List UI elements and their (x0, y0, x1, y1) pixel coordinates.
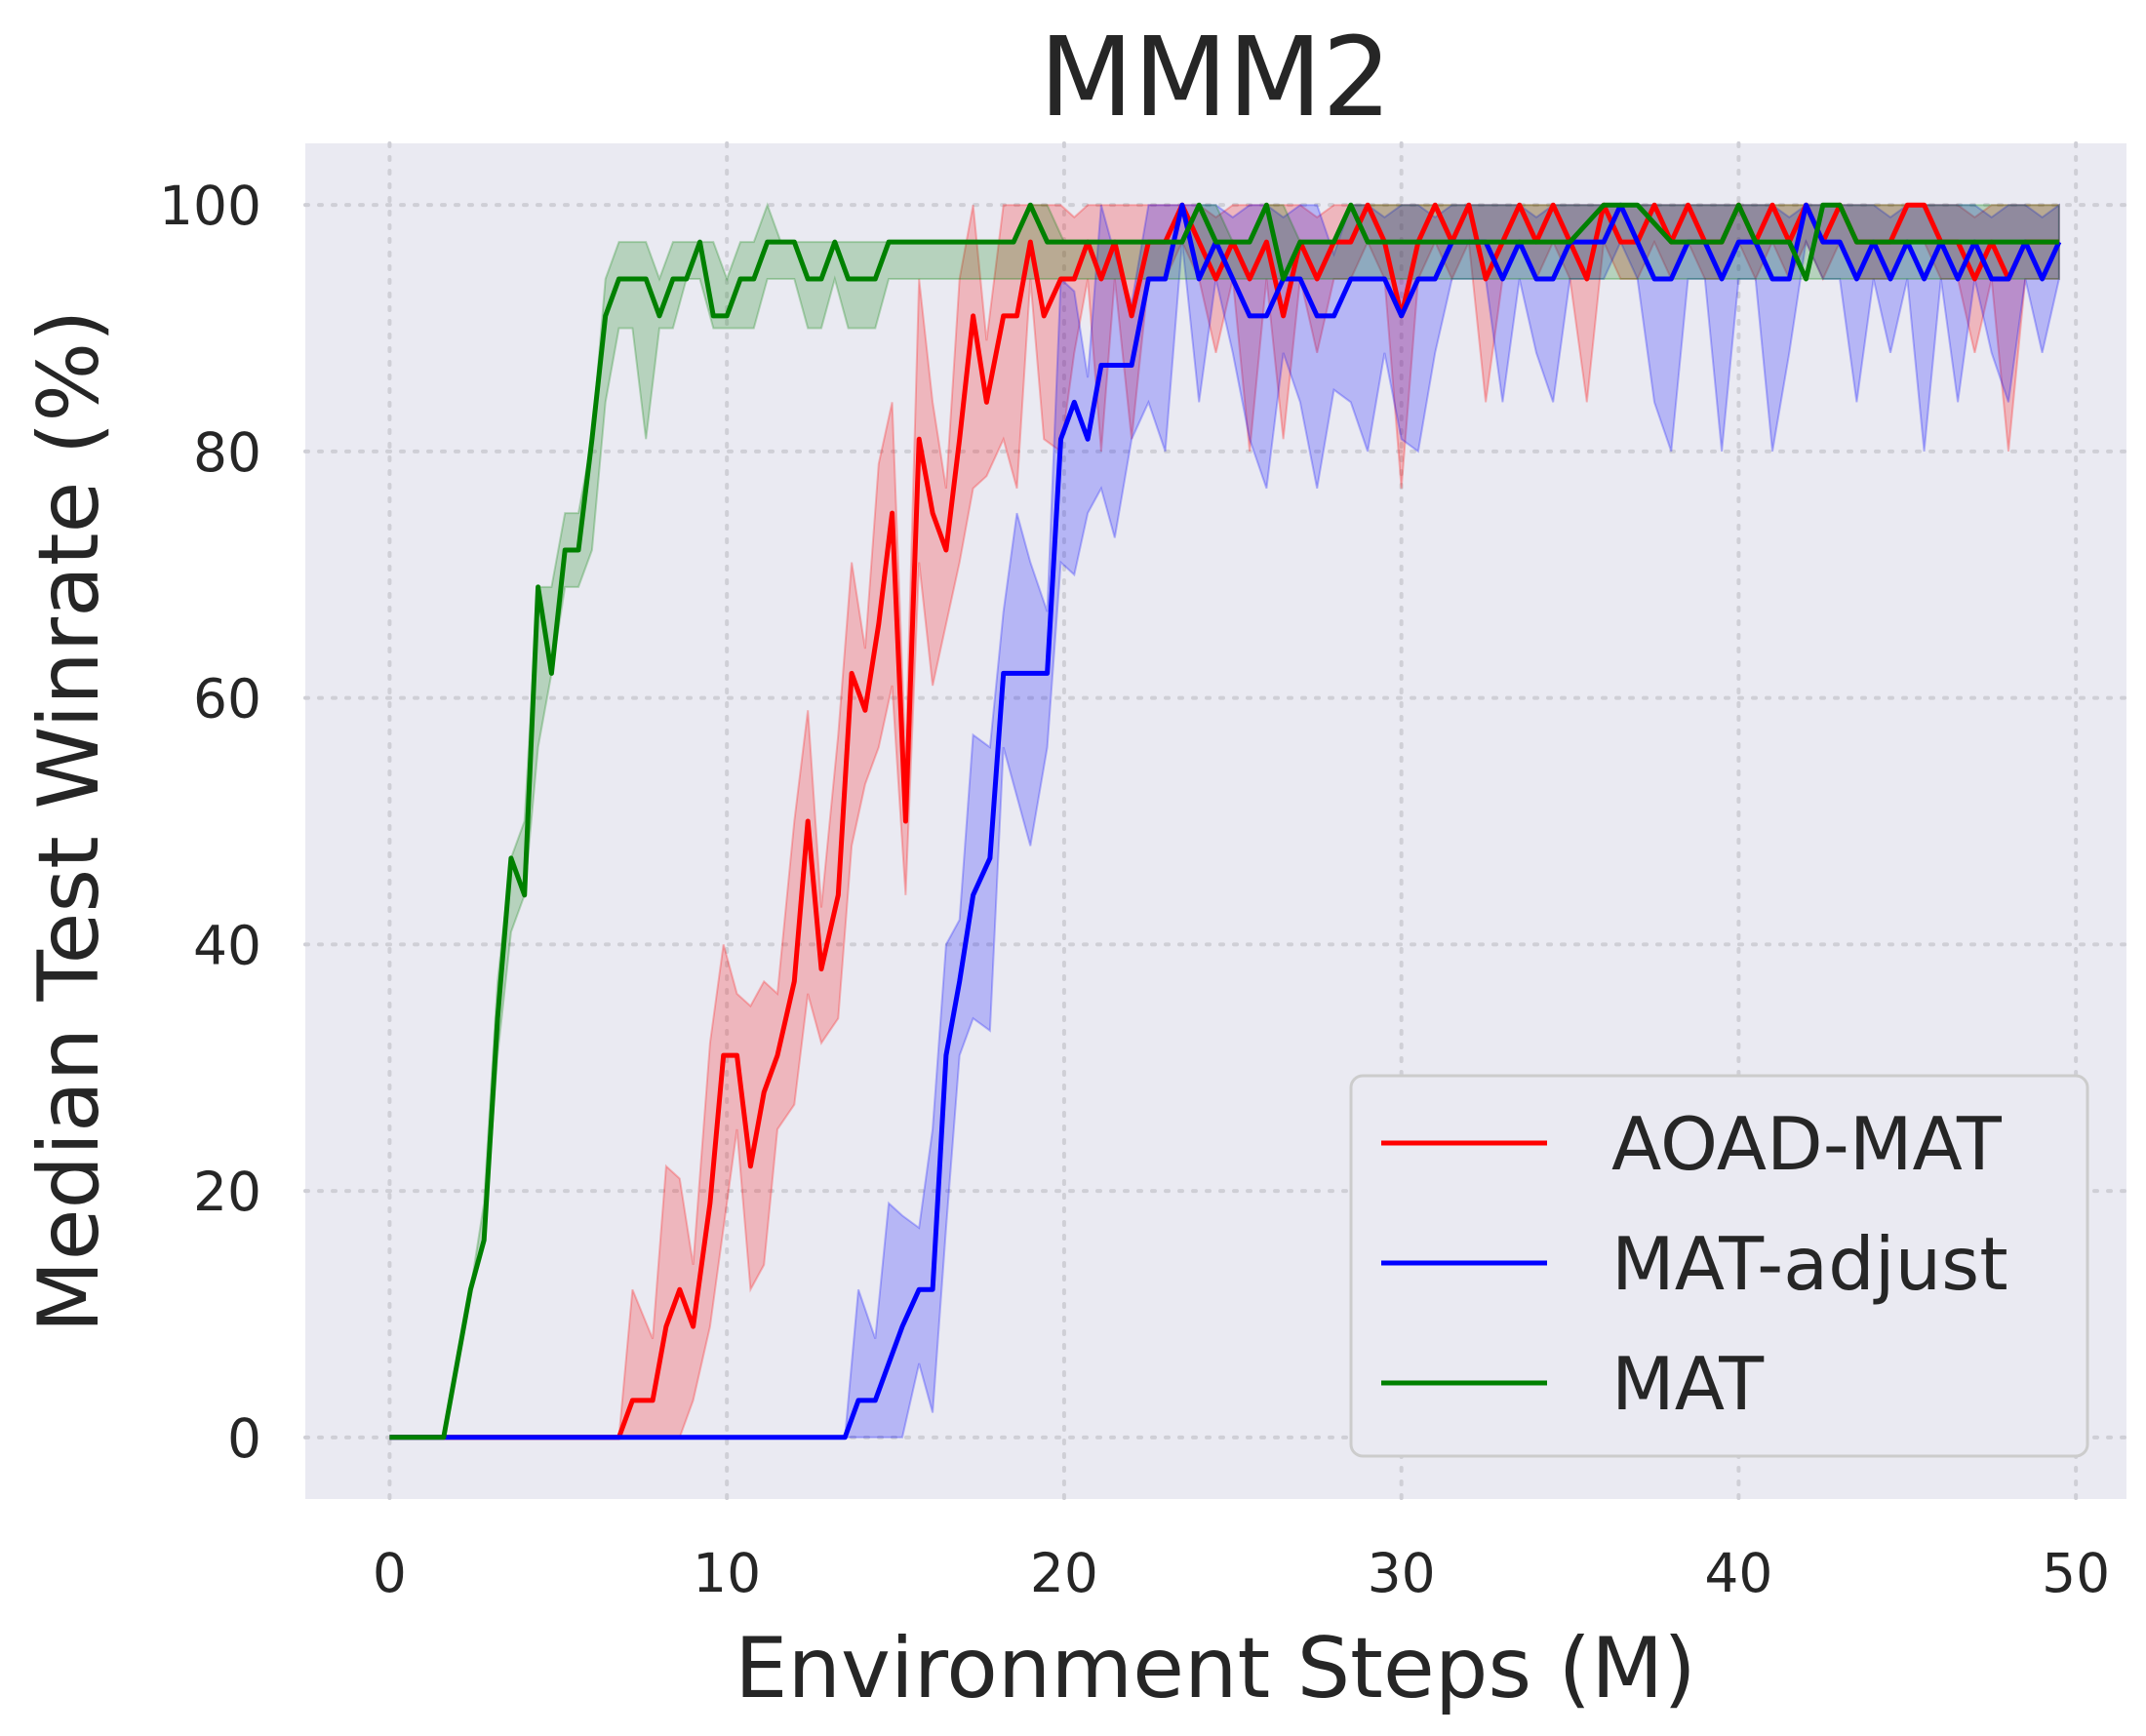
y-tick-label: 60 (193, 668, 261, 730)
legend-label: MAT (1611, 1341, 1765, 1427)
x-tick-label: 20 (1030, 1542, 1098, 1604)
y-tick-label: 20 (193, 1161, 261, 1223)
y-tick-label: 40 (193, 914, 261, 976)
legend-label: AOAD-MAT (1611, 1101, 2003, 1187)
x-tick-label: 10 (693, 1542, 761, 1604)
x-tick-label: 30 (1368, 1542, 1436, 1604)
y-tick-label: 0 (227, 1407, 261, 1470)
legend-label: MAT-adjust (1611, 1221, 2008, 1307)
legend: AOAD-MAT MAT-adjust MAT (1349, 1074, 2089, 1458)
legend-items: AOAD-MAT MAT-adjust MAT (1381, 1101, 2008, 1427)
series-lines (389, 202, 2062, 1440)
y-axis-label: Median Test Winrate (%) (20, 309, 118, 1332)
y-tick-label: 100 (159, 175, 261, 237)
chart-title: MMM2 (1039, 15, 1391, 141)
x-tick-label: 50 (2042, 1542, 2110, 1604)
tick-labels: 0 10 20 30 40 50 0 20 40 60 80 100 (159, 175, 2110, 1604)
series-line-mat-adjust (389, 202, 2062, 1440)
legend-box (1349, 1074, 2089, 1458)
x-tick-label: 40 (1704, 1542, 1772, 1604)
y-tick-label: 80 (193, 421, 261, 484)
series-line-mat (389, 202, 2059, 1440)
x-axis-label: Environment Steps (M) (735, 1620, 1696, 1717)
x-tick-label: 0 (373, 1542, 407, 1604)
